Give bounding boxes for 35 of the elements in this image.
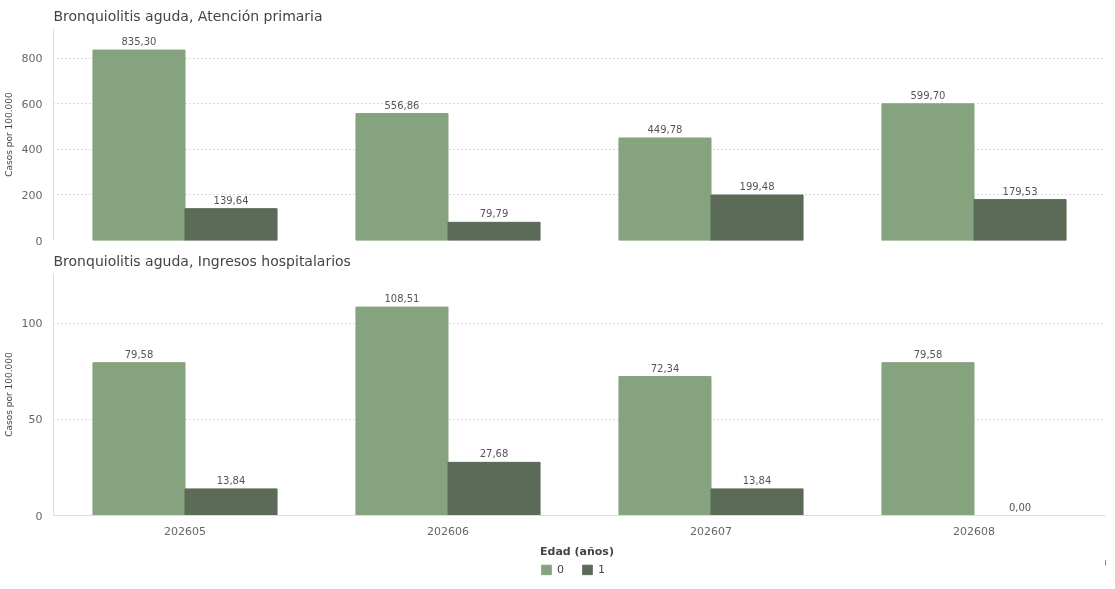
y-tick-label: 400 xyxy=(21,143,43,157)
data-label: 835,30 xyxy=(121,36,157,48)
data-label: 27,68 xyxy=(479,448,509,460)
y-tick-label: 600 xyxy=(21,97,43,111)
data-label: 72,34 xyxy=(650,362,680,374)
x-tick-label: 202607 xyxy=(690,524,732,538)
x-tick-label: 202608 xyxy=(953,524,995,538)
data-label: 108,51 xyxy=(384,293,420,305)
y-axis-title: Casos por 100.000 xyxy=(3,91,14,177)
y-tick-label: 800 xyxy=(21,52,43,66)
chart-title: Bronquiolitis aguda, Ingresos hospitalarios xyxy=(53,252,351,269)
data-label: 599,70 xyxy=(910,89,946,101)
y-axis-title: Casos por 100.000 xyxy=(3,351,14,437)
data-label: 13,84 xyxy=(742,474,772,486)
data-label: 556,86 xyxy=(384,99,420,111)
legend-label: 0 xyxy=(557,562,565,576)
data-label: 179,53 xyxy=(1002,185,1038,197)
data-label: 79,58 xyxy=(124,348,154,360)
data-label: 0,00 xyxy=(1008,501,1032,513)
data-label: 79,79 xyxy=(479,208,509,220)
data-label: 199,48 xyxy=(739,181,775,193)
data-label: 13,84 xyxy=(216,474,246,486)
data-label: 449,78 xyxy=(647,123,683,135)
x-tick-label: 202606 xyxy=(427,524,469,538)
y-tick-label: 200 xyxy=(21,188,43,202)
y-tick-label: 0 xyxy=(35,509,43,523)
y-tick-label: 50 xyxy=(28,413,43,427)
legend-label: 1 xyxy=(598,562,606,576)
legend-title: Edad (años) xyxy=(540,544,615,558)
y-tick-label: 100 xyxy=(21,317,43,331)
chart-title: Bronquiolitis aguda, Atención primaria xyxy=(53,7,323,24)
x-tick-label: 202605 xyxy=(164,524,206,538)
data-label: 79,58 xyxy=(913,348,943,360)
data-label: 139,64 xyxy=(213,194,249,206)
y-tick-label: 0 xyxy=(35,234,43,248)
